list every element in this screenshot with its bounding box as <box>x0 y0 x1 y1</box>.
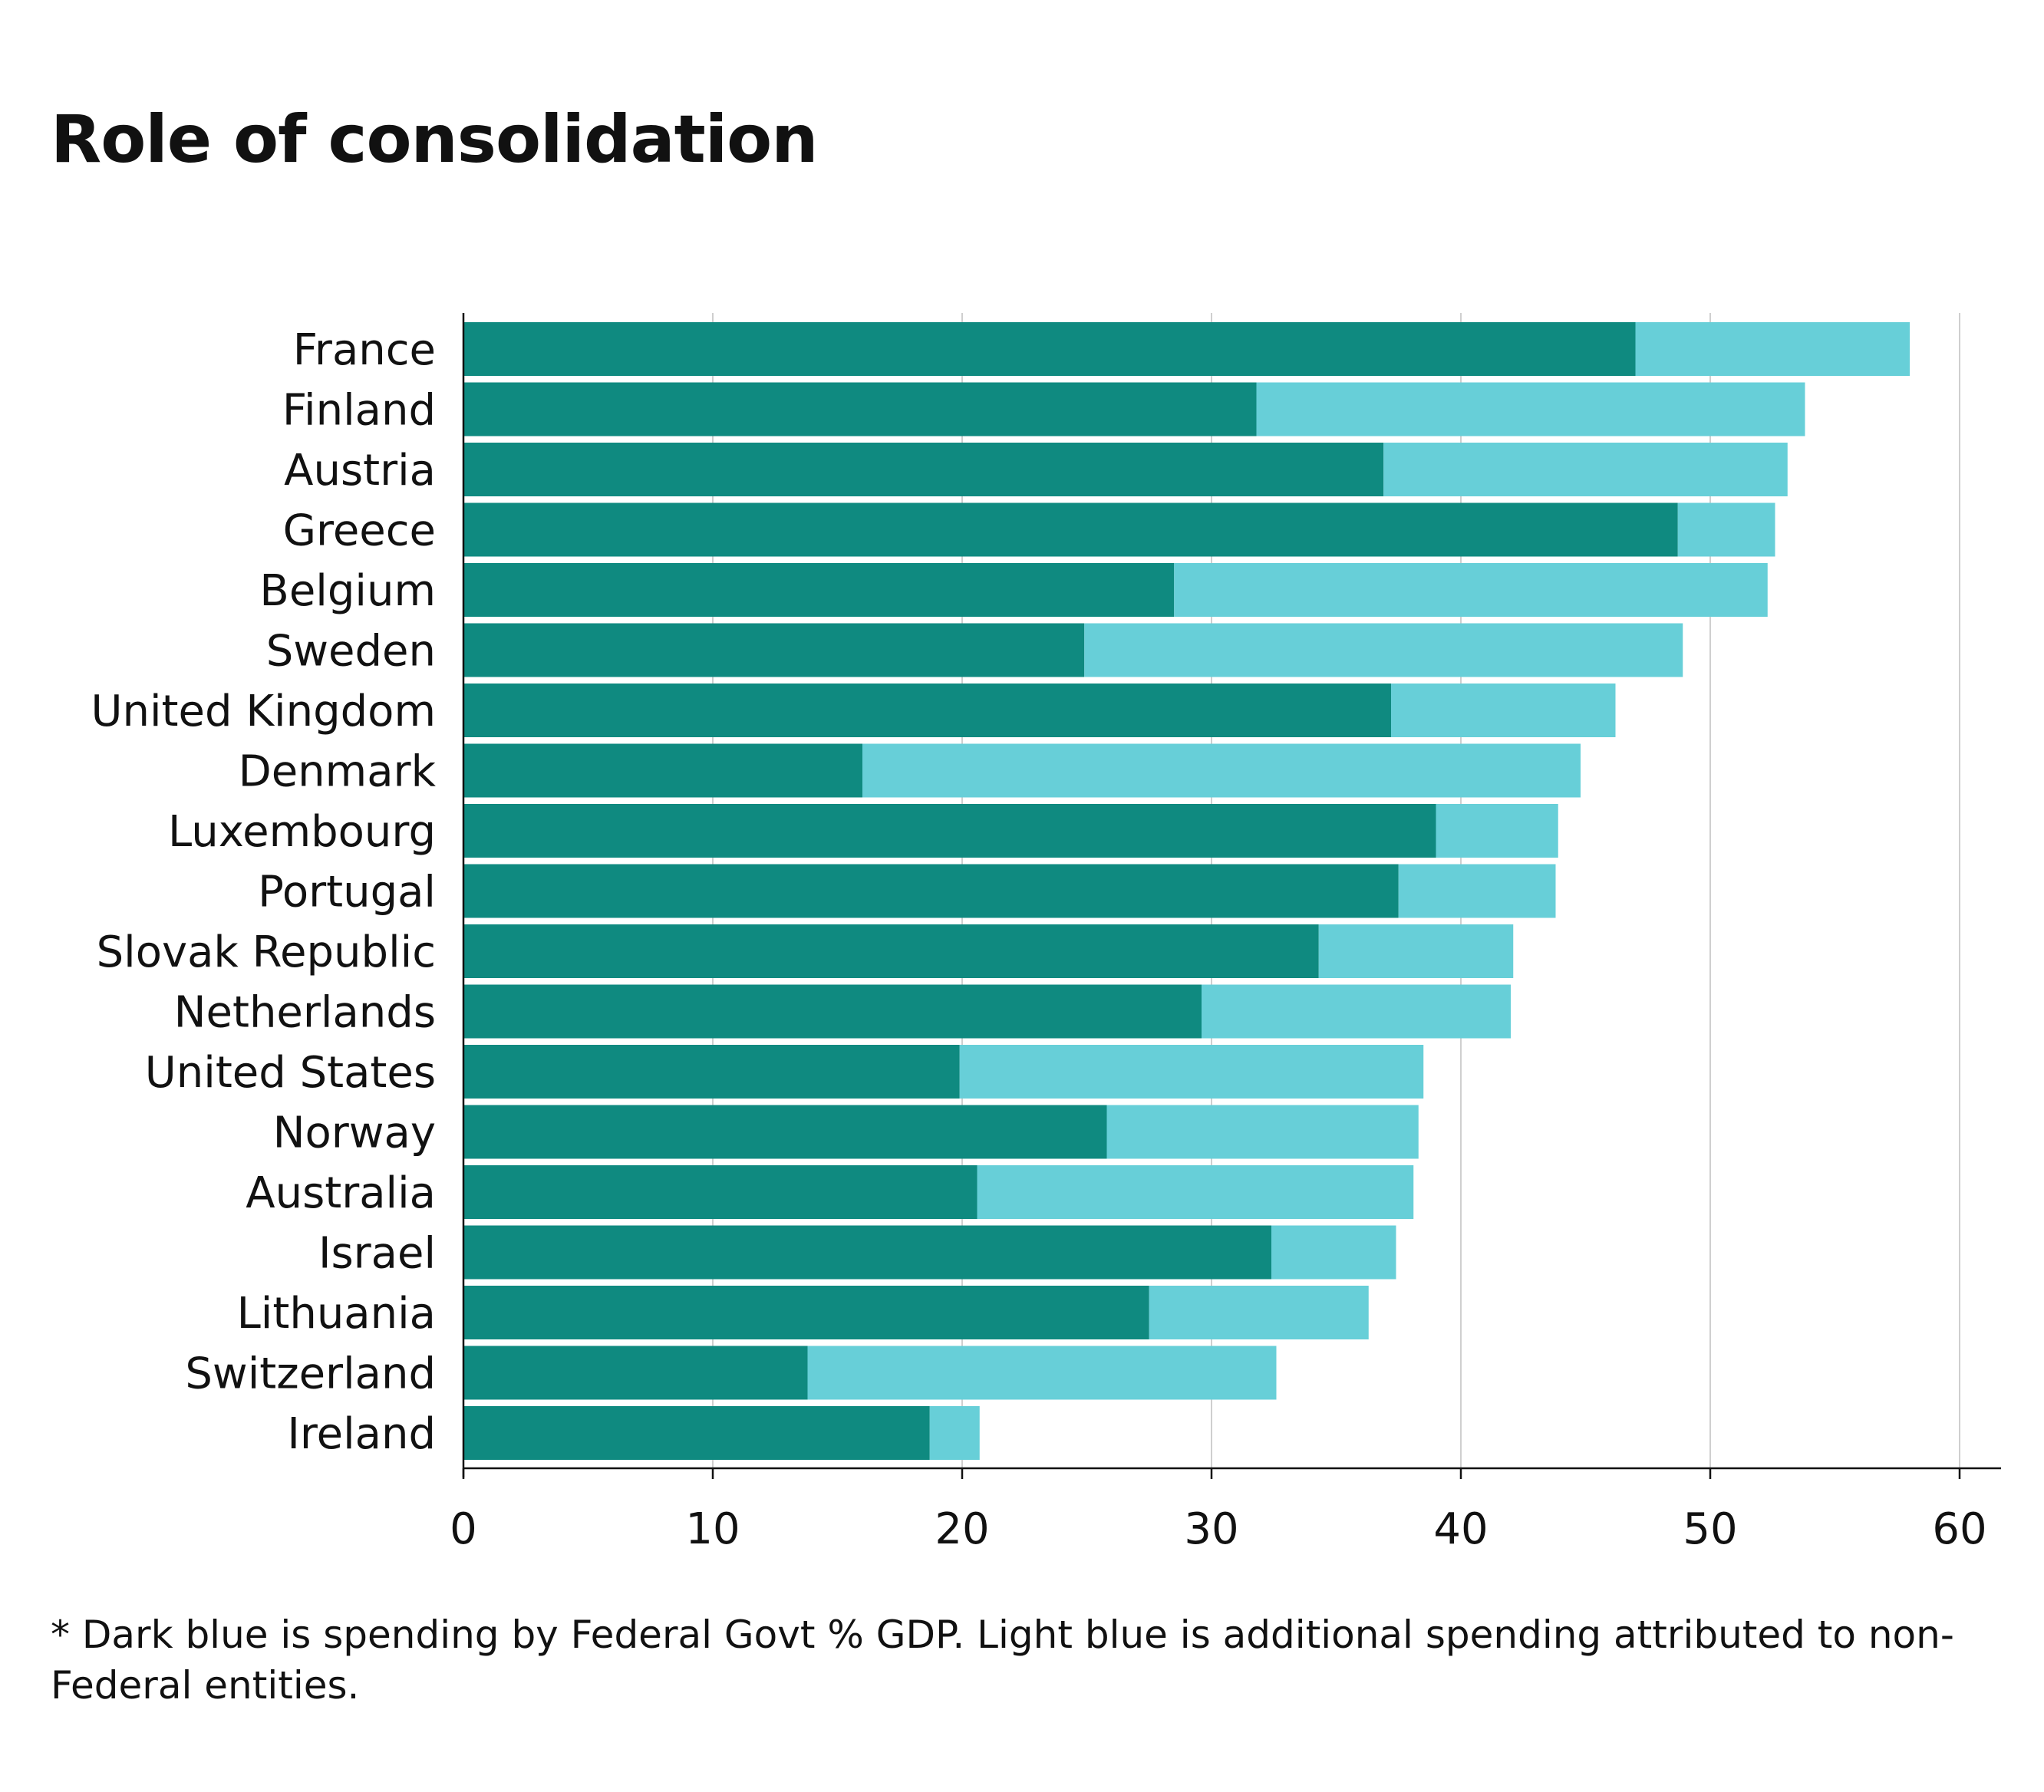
bar-united-kingdom-segment-2 <box>1391 684 1616 737</box>
bar-norway-segment-1 <box>463 1105 1107 1159</box>
category-label: Greece <box>283 506 436 556</box>
category-labels: France Finland Austria Greece Belgium Sweden U… <box>91 325 437 1459</box>
bar-united-states-segment-2 <box>959 1045 1424 1099</box>
bar-ireland-segment-1 <box>463 1406 930 1460</box>
chart-title: Role of consolidation <box>51 101 818 178</box>
category-label: Slovak Republic <box>97 927 436 977</box>
category-label: Lithuania <box>237 1289 436 1339</box>
category-label: Switzerland <box>185 1349 436 1399</box>
category-label: Netherlands <box>174 988 436 1038</box>
category-label: Sweden <box>266 627 436 677</box>
category-label: Australia <box>246 1168 436 1218</box>
bars <box>463 322 1910 1460</box>
bar-belgium-segment-1 <box>463 563 1175 617</box>
bar-portugal-segment-2 <box>1398 864 1556 918</box>
bar-france-segment-1 <box>463 322 1636 376</box>
x-tick-label: 0 <box>450 1504 477 1554</box>
bar-slovak-republic-segment-1 <box>463 924 1319 978</box>
bar-greece-segment-2 <box>1677 502 1775 557</box>
chart-footnote: * Dark blue is spending by Federal Govt … <box>51 1612 1954 1708</box>
x-tick-label: 60 <box>1932 1504 1986 1554</box>
category-label: United States <box>145 1048 436 1098</box>
bar-norway-segment-2 <box>1106 1105 1419 1159</box>
category-label: Denmark <box>239 747 437 797</box>
category-label: United Kingdom <box>91 687 436 736</box>
bar-switzerland-segment-2 <box>807 1346 1277 1400</box>
bar-france-segment-2 <box>1635 322 1910 376</box>
category-label: Finland <box>282 386 436 436</box>
bar-sweden-segment-1 <box>463 623 1085 677</box>
bar-lithuania-segment-2 <box>1149 1286 1369 1339</box>
x-tick-label: 30 <box>1184 1504 1238 1554</box>
bar-belgium-segment-2 <box>1174 563 1768 617</box>
x-tick-label: 10 <box>685 1504 740 1554</box>
bar-luxembourg-segment-2 <box>1436 804 1558 858</box>
bar-united-states-segment-1 <box>463 1045 960 1099</box>
bar-ireland-segment-2 <box>929 1406 980 1460</box>
bar-israel-segment-1 <box>463 1225 1271 1280</box>
category-label: Portugal <box>258 868 436 917</box>
x-tick-label: 40 <box>1433 1504 1488 1554</box>
bar-austria-segment-1 <box>463 443 1384 496</box>
bar-netherlands-segment-1 <box>463 984 1202 1039</box>
x-tick-label: 20 <box>935 1504 989 1554</box>
bar-austria-segment-2 <box>1383 443 1788 496</box>
bar-slovak-republic-segment-2 <box>1318 924 1514 978</box>
category-label: Ireland <box>287 1409 436 1459</box>
bar-sweden-segment-2 <box>1084 623 1683 677</box>
category-label: Austria <box>284 446 436 496</box>
bar-australia-segment-1 <box>463 1165 977 1219</box>
category-label: Luxembourg <box>168 807 436 857</box>
bar-luxembourg-segment-1 <box>463 804 1436 858</box>
category-label: Belgium <box>259 566 436 616</box>
category-label: Israel <box>318 1229 436 1279</box>
bar-switzerland-segment-1 <box>463 1346 808 1400</box>
bar-israel-segment-2 <box>1271 1225 1396 1280</box>
bar-lithuania-segment-1 <box>463 1286 1149 1339</box>
bar-finland-segment-2 <box>1256 382 1805 436</box>
bar-denmark-segment-2 <box>862 743 1581 798</box>
x-tick-label: 50 <box>1683 1504 1737 1554</box>
category-label: Norway <box>273 1108 436 1158</box>
bar-greece-segment-1 <box>463 502 1678 557</box>
bar-finland-segment-1 <box>463 382 1257 436</box>
bar-netherlands-segment-2 <box>1202 984 1511 1039</box>
category-label: France <box>293 325 436 375</box>
axes <box>462 313 2001 1479</box>
x-tick-labels: 0 10 20 30 40 50 60 <box>450 1504 1986 1554</box>
bar-united-kingdom-segment-1 <box>463 684 1391 737</box>
bar-portugal-segment-1 <box>463 864 1399 918</box>
bar-denmark-segment-1 <box>463 743 862 798</box>
bar-australia-segment-2 <box>977 1165 1414 1219</box>
